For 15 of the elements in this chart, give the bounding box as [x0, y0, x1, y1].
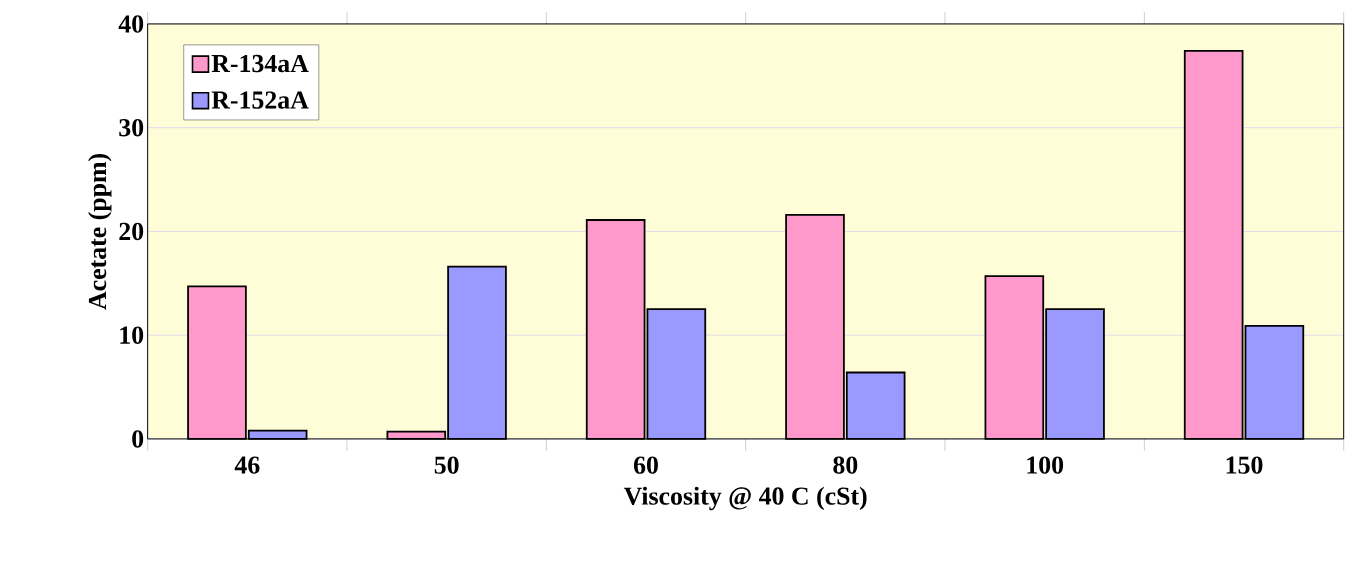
y-tick-label: 30: [119, 119, 144, 137]
legend-label: R-134aA: [211, 55, 309, 73]
y-axis-title: Acetate (ppm): [88, 154, 112, 310]
y-tick-label: 20: [119, 222, 144, 241]
x-axis-title: Viscosity @ 40 C (cSt): [623, 486, 867, 511]
y-tick-label: 10: [120, 326, 144, 345]
x-tick-label: 60: [633, 456, 658, 475]
x-tick-label: 50: [434, 456, 459, 475]
x-tick-label: 80: [833, 456, 858, 475]
y-tick-label: 40: [118, 15, 144, 33]
legend-label: R-152aA: [211, 91, 309, 109]
x-tick-label: 100: [1027, 456, 1064, 475]
x-tick-label: 150: [1226, 456, 1263, 475]
y-tick-label: 0: [132, 430, 144, 448]
x-tick-label: 46: [234, 456, 260, 474]
